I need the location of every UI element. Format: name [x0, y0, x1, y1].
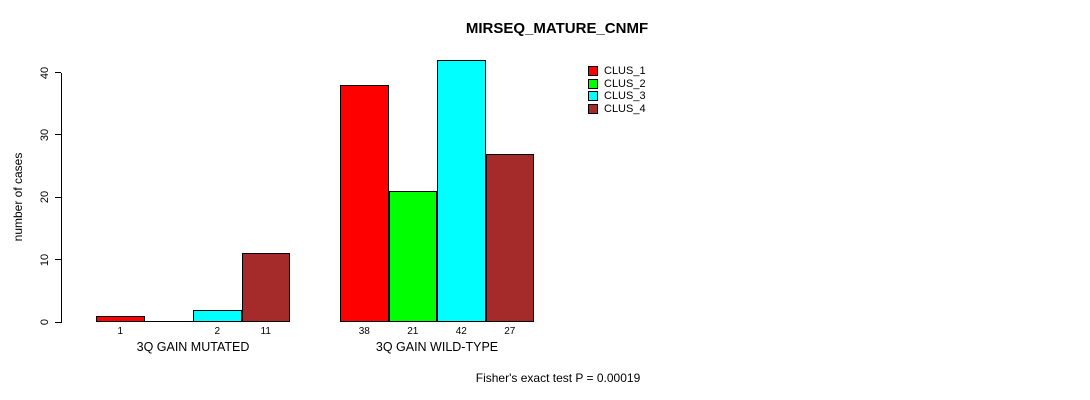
y-axis-title: number of cases [11, 152, 25, 242]
bar-clus_2 [388, 191, 437, 322]
legend-swatch-clus_1 [588, 66, 598, 76]
y-axis-tick [55, 72, 61, 73]
bar-count-label: 11 [260, 326, 271, 337]
bar-clus_3 [437, 60, 486, 322]
legend-swatch-clus_3 [588, 91, 598, 102]
bar-count-label: 42 [455, 326, 467, 337]
fisher-test-note: Fisher's exact test P = 0.00019 [475, 371, 641, 385]
legend-label-clus_2: CLUS_2 [604, 77, 646, 90]
bar-count-label: 27 [504, 326, 516, 337]
bar-count-label: 21 [407, 326, 419, 337]
y-tick-label: 20 [39, 191, 51, 204]
legend-label-clus_1: CLUS_1 [604, 65, 646, 77]
y-axis-line [61, 72, 62, 323]
legend-swatch-clus_2 [588, 78, 598, 89]
legend-label-clus_4: CLUS_4 [604, 102, 646, 115]
x-category-label: 3Q GAIN MUTATED [136, 340, 250, 354]
y-tick-label: 0 [39, 318, 51, 326]
chart-title: MIRSEQ_MATURE_CNMF [465, 20, 649, 37]
bar-clus_1 [96, 315, 145, 322]
y-axis-tick [55, 196, 61, 198]
y-tick-label: 10 [39, 253, 51, 266]
y-axis-tick [55, 321, 61, 323]
bar-count-label: 1 [117, 326, 124, 337]
bar-clus_4 [485, 153, 534, 322]
legend-swatch-clus_4 [588, 103, 598, 114]
y-tick-label: 40 [39, 66, 51, 79]
y-tick-label: 30 [39, 128, 51, 141]
bar-clus_2-zero [144, 321, 193, 322]
y-axis-tick [55, 259, 61, 261]
bar-count-label: 2 [214, 326, 221, 337]
bar-clus_4 [241, 253, 290, 322]
legend-label-clus_3: CLUS_3 [604, 90, 646, 103]
x-category-label: 3Q GAIN WILD-TYPE [375, 340, 499, 354]
bar-clus_1 [340, 84, 389, 322]
bar-count-label: 38 [358, 326, 370, 337]
y-axis-tick [55, 134, 61, 136]
bar-clus_3 [193, 309, 242, 322]
